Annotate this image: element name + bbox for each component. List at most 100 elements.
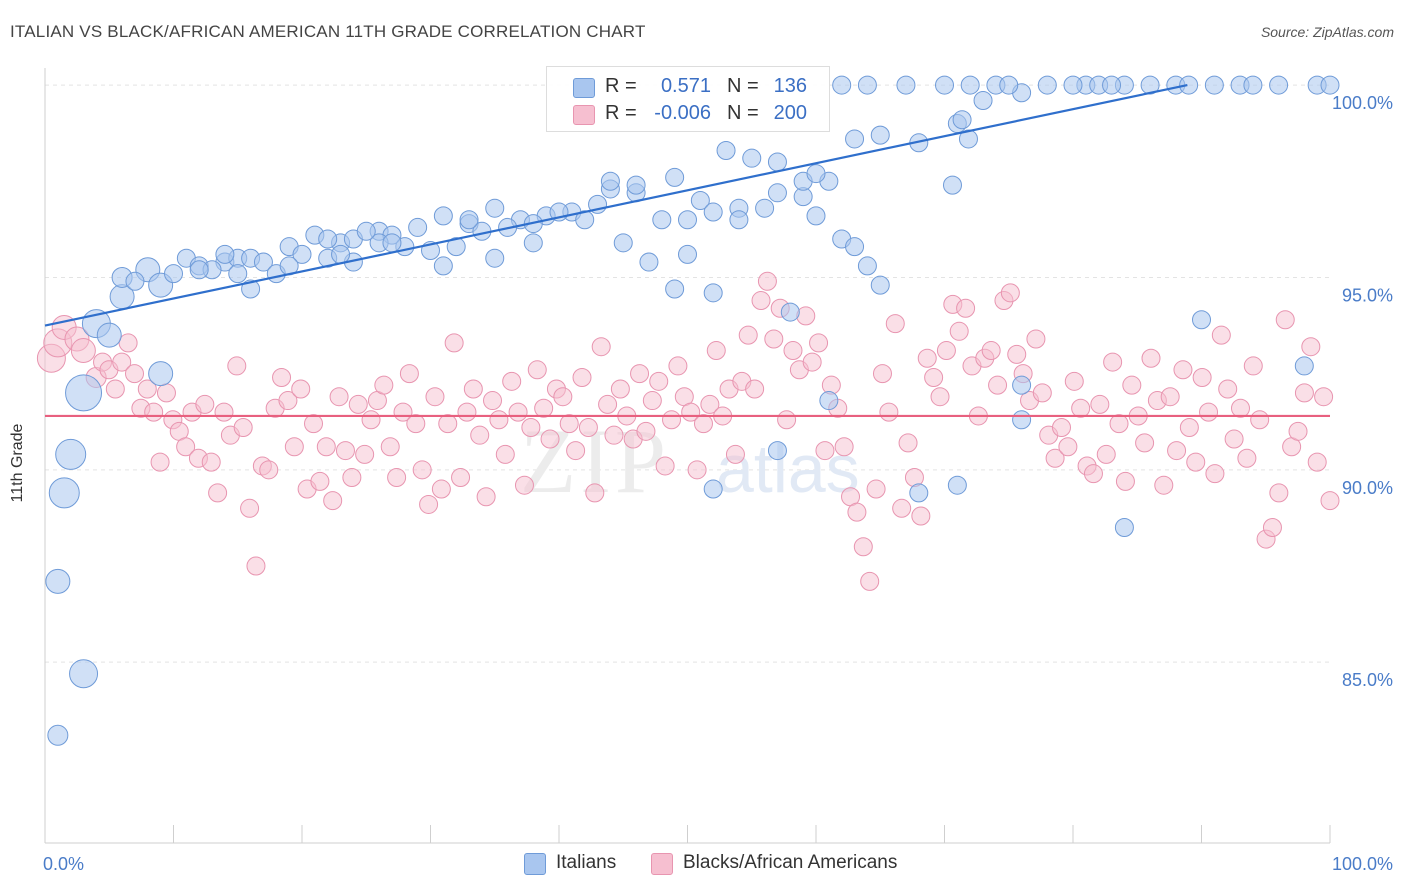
- point-blacks: [214, 402, 234, 422]
- point-italians: [806, 164, 826, 184]
- point-blacks: [879, 402, 899, 422]
- point-italians: [485, 248, 505, 268]
- point-italians: [1012, 375, 1032, 395]
- point-italians: [690, 191, 710, 211]
- point-blacks: [208, 483, 228, 503]
- point-blacks: [1135, 433, 1155, 453]
- point-italians: [832, 75, 852, 95]
- point-blacks: [1090, 394, 1110, 414]
- point-blacks: [342, 468, 362, 488]
- point-blacks: [604, 425, 624, 445]
- point-blacks: [1262, 518, 1282, 538]
- point-blacks: [764, 329, 784, 349]
- point-blacks: [700, 394, 720, 414]
- point-blacks: [201, 452, 221, 472]
- trendline-italians: [44, 84, 1188, 327]
- point-italians: [613, 233, 633, 253]
- legend-swatch-italians: [573, 78, 595, 98]
- legend-n-value: 200: [773, 102, 807, 124]
- point-italians: [806, 206, 826, 226]
- y-tick-label: 95.0%: [1342, 285, 1393, 305]
- point-italians: [1192, 310, 1211, 330]
- point-italians: [1179, 75, 1199, 95]
- point-italians: [485, 198, 505, 218]
- point-blacks: [809, 333, 829, 353]
- legend-r-label: R =: [605, 75, 637, 97]
- point-blacks: [259, 460, 279, 480]
- point-italians: [960, 75, 980, 95]
- point-blacks: [687, 460, 707, 480]
- legend-r-value: 0.571: [660, 75, 711, 97]
- point-italians: [48, 477, 80, 509]
- point-blacks: [1320, 491, 1340, 511]
- point-italians: [780, 302, 800, 322]
- point-blacks: [847, 502, 867, 522]
- point-italians: [1269, 75, 1289, 95]
- legend-row-blacks: R = -0.006 N = 200: [547, 100, 829, 128]
- point-blacks: [911, 506, 931, 526]
- point-blacks: [649, 371, 669, 391]
- point-blacks: [1205, 464, 1225, 484]
- y-tick-label: 85.0%: [1342, 670, 1393, 690]
- point-blacks: [1288, 421, 1308, 441]
- point-italians: [523, 233, 543, 253]
- point-blacks: [451, 468, 471, 488]
- point-italians: [626, 175, 646, 195]
- point-italians: [575, 210, 595, 230]
- point-blacks: [988, 375, 1008, 395]
- point-blacks: [949, 321, 969, 341]
- point-italians: [1102, 75, 1122, 95]
- point-italians: [909, 483, 929, 503]
- legend-swatch-italians: [524, 853, 546, 875]
- point-blacks: [553, 387, 573, 407]
- point-blacks: [1237, 448, 1257, 468]
- point-italians: [857, 75, 877, 95]
- point-italians: [600, 171, 620, 191]
- point-blacks: [483, 391, 503, 411]
- point-blacks: [1275, 310, 1295, 330]
- point-italians: [1063, 75, 1083, 95]
- point-blacks: [1141, 348, 1161, 368]
- point-italians: [1204, 75, 1224, 95]
- point-blacks: [936, 341, 956, 361]
- point-italians: [947, 475, 967, 495]
- point-blacks: [380, 437, 400, 457]
- point-blacks: [1064, 371, 1084, 391]
- point-italians: [767, 152, 787, 172]
- point-blacks: [508, 402, 528, 422]
- point-blacks: [1160, 387, 1180, 407]
- point-blacks: [1250, 410, 1270, 430]
- y-tick-label: 100.0%: [1332, 93, 1393, 113]
- point-blacks: [316, 437, 336, 457]
- point-blacks: [399, 364, 419, 384]
- point-italians: [942, 175, 962, 195]
- point-blacks: [1269, 483, 1289, 503]
- point-italians: [433, 256, 453, 276]
- point-blacks: [438, 414, 458, 434]
- y-axis-label: 11th Grade: [9, 423, 26, 503]
- point-blacks: [118, 333, 138, 353]
- point-italians: [1320, 75, 1340, 95]
- point-blacks: [476, 487, 496, 507]
- point-blacks: [853, 537, 873, 557]
- point-blacks: [150, 452, 170, 472]
- point-blacks: [329, 387, 349, 407]
- legend-swatch-blacks: [573, 105, 595, 125]
- point-blacks: [1186, 452, 1206, 472]
- point-blacks: [591, 337, 611, 357]
- legend-label-italians: Italians: [556, 852, 617, 873]
- point-blacks: [1211, 325, 1231, 345]
- point-italians: [459, 210, 479, 230]
- point-italians: [703, 283, 723, 303]
- point-italians: [952, 110, 972, 130]
- point-blacks: [1294, 383, 1314, 403]
- point-italians: [446, 237, 466, 257]
- point-blacks: [240, 498, 260, 518]
- point-blacks: [802, 352, 822, 372]
- point-blacks: [1096, 444, 1116, 464]
- point-blacks: [527, 360, 547, 380]
- point-blacks: [374, 375, 394, 395]
- point-italians: [382, 233, 402, 253]
- point-italians: [845, 129, 865, 149]
- point-italians: [742, 148, 762, 168]
